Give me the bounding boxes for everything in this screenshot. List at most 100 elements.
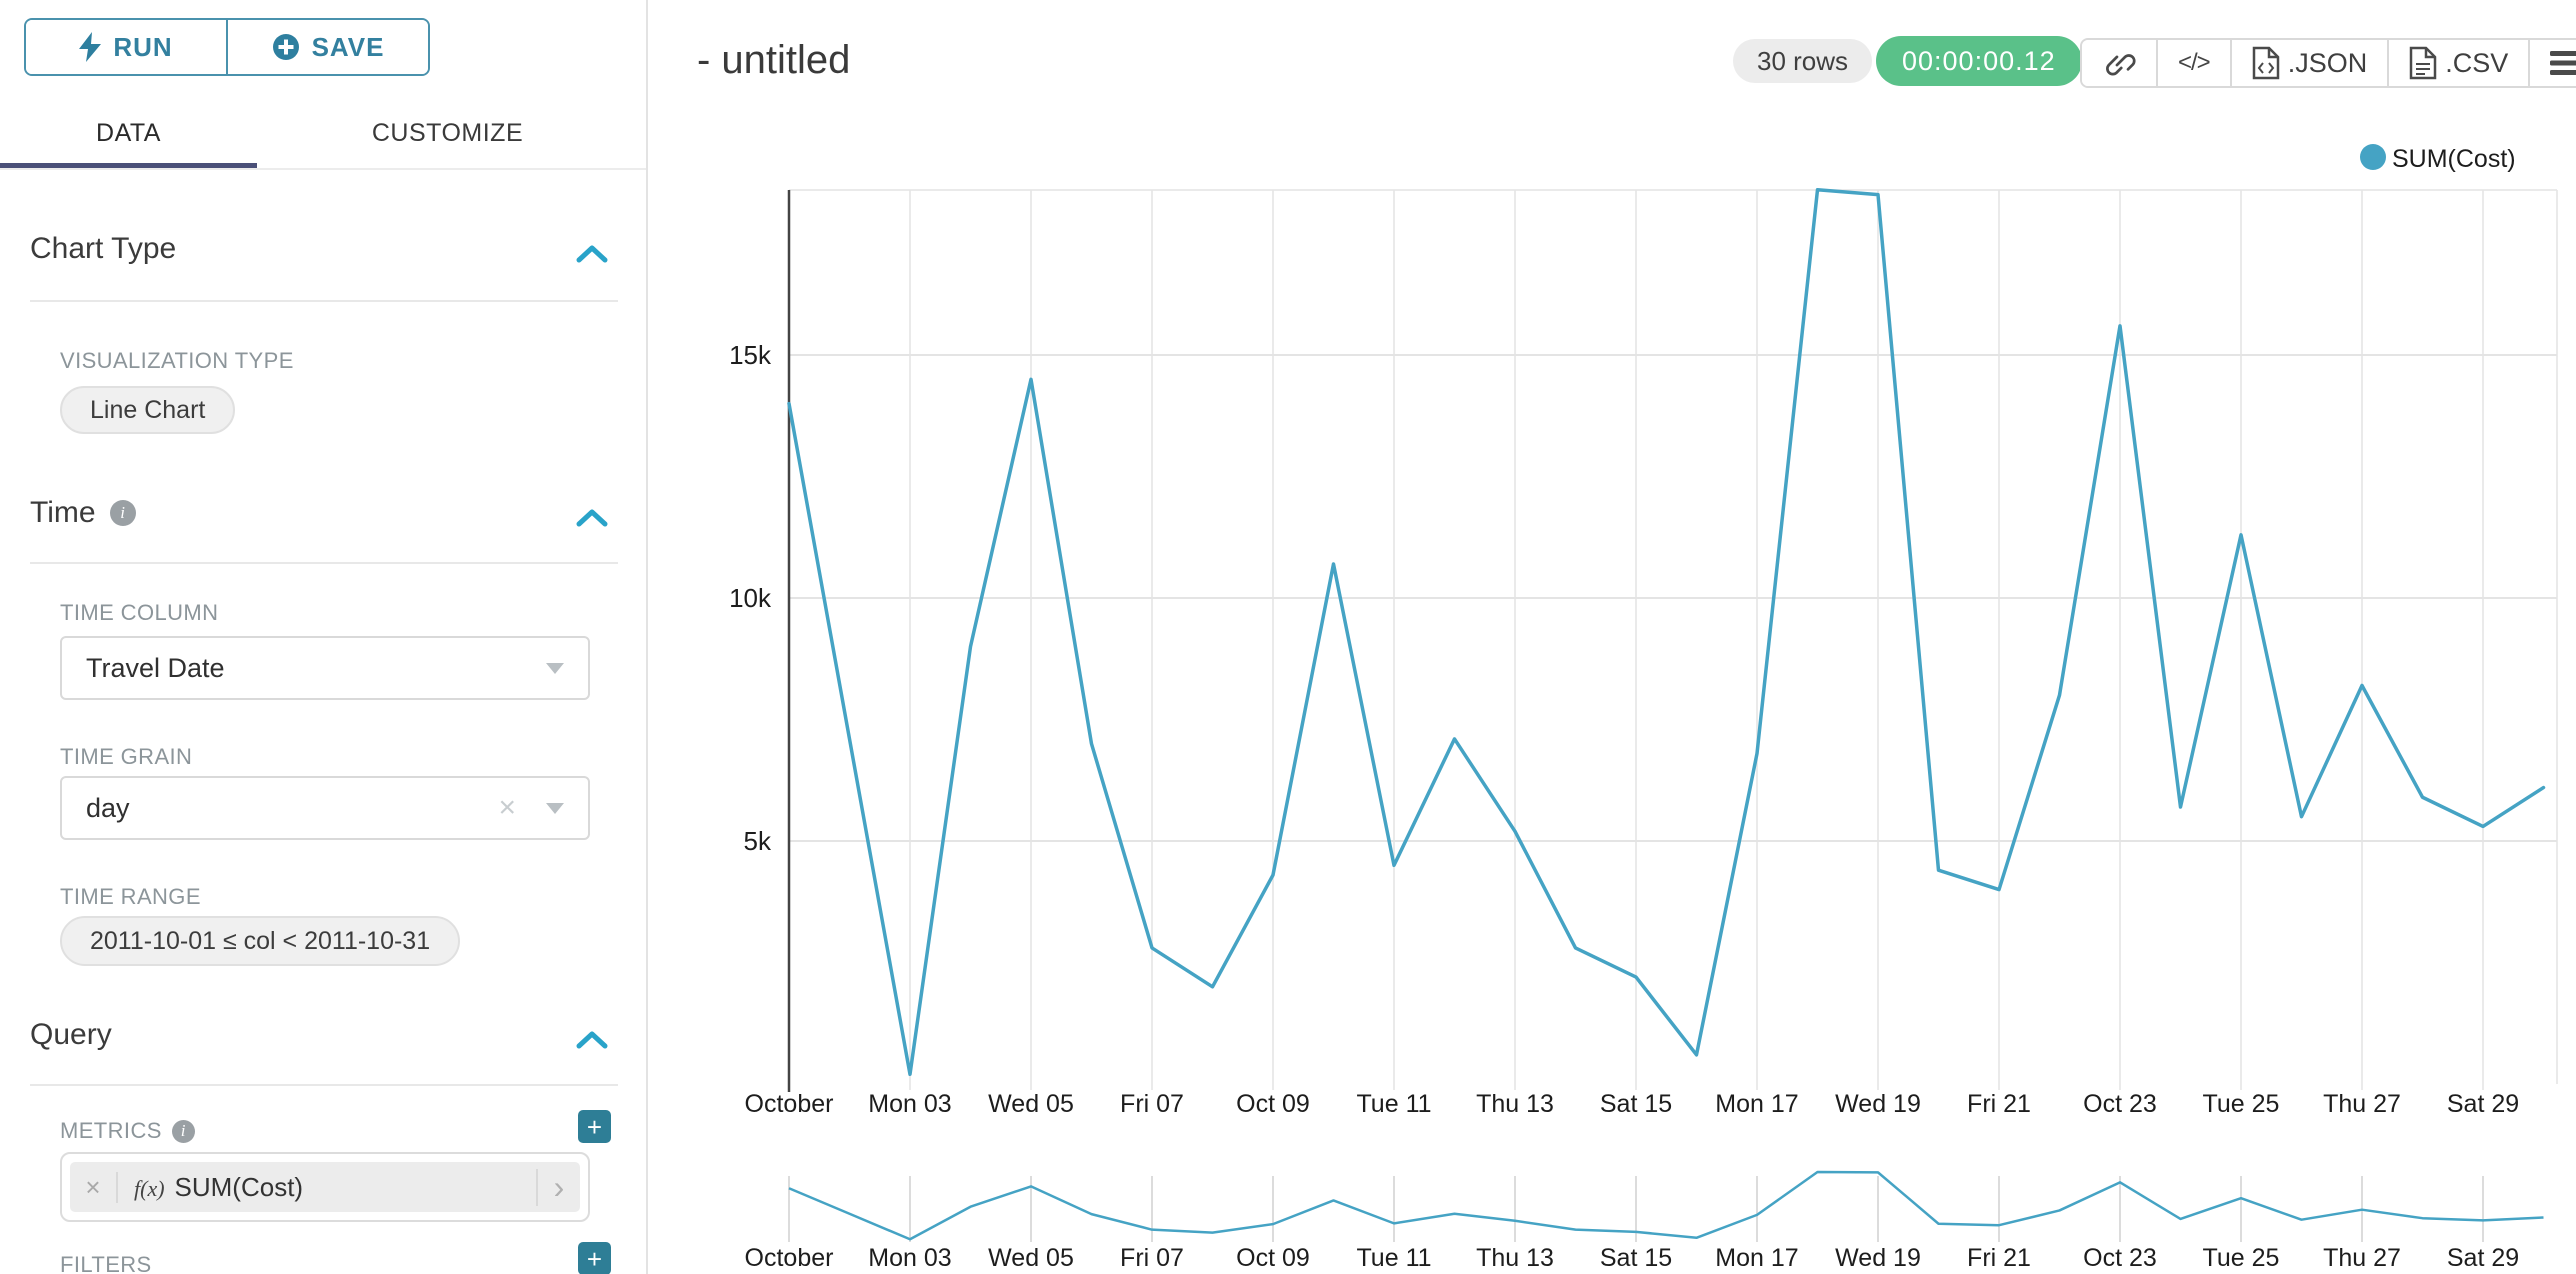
caret-down-icon[interactable] [546,662,564,674]
section-divider [30,1084,618,1086]
time-column-value: Travel Date [86,652,225,683]
time-range-pill[interactable]: 2011-10-01 ≤ col < 2011-10-31 [60,916,461,966]
x-axis-tick-label: Tue 11 [1356,1090,1431,1118]
info-icon[interactable]: i [109,500,136,526]
query-title: Query [30,1018,112,1051]
export-json-button[interactable]: .JSON [2229,40,2388,86]
line-chart[interactable]: 5k 10k 15k October October Mon 03 Mon 03 Wed 05… [650,0,2576,1274]
chevron-right-icon[interactable]: › [536,1168,580,1206]
minichart-tick-label: Mon 03 [868,1244,951,1272]
viz-type-pill[interactable]: Line Chart [60,386,236,434]
legend-label[interactable]: SUM(Cost) [2392,145,2516,173]
plus-circle-icon [272,34,299,60]
x-axis-tick-label: Fri 07 [1120,1090,1184,1118]
time-column-label: TIME COLUMN [60,600,218,626]
viz-type-label: VISUALIZATION TYPE [60,348,294,374]
run-button[interactable]: RUN [26,20,226,74]
file-code-icon [2252,46,2279,80]
y-axis-tick-label: 5k [744,826,772,856]
x-axis-tick-label: October [745,1090,834,1118]
control-panel-sidebar: RUN SAVE DATA CUSTOMIZE Chart Type VISUA… [0,0,648,1274]
y-axis-tick-label: 15k [729,340,772,370]
export-button-group: </> .JSON .CSV [2080,38,2576,88]
minichart-tick-label: Oct 09 [1236,1244,1310,1272]
export-csv-button[interactable]: .CSV [2387,40,2529,86]
chart-main-area: - untitled 30 rows 00:00:00.12 </> .JSON [650,0,2576,1274]
tab-customize[interactable]: CUSTOMIZE [257,108,638,158]
x-axis-tick-label: Sat 15 [1600,1090,1672,1118]
chevron-up-icon[interactable] [576,508,608,528]
minichart-tick-label: October [745,1244,834,1272]
metric-value: SUM(Cost) [174,1171,304,1202]
embed-code-button[interactable]: </> [2156,40,2230,86]
time-grain-value: day [86,792,130,823]
bolt-icon [79,32,102,62]
time-title: Time [30,496,96,529]
fx-icon: f(x) [134,1175,165,1201]
chevron-up-icon[interactable] [576,1030,608,1050]
x-axis-tick-label: Oct 23 [2083,1090,2157,1118]
filters-label: FILTERS [60,1252,152,1274]
y-axis-tick-label: 10k [729,583,772,613]
minichart-tick-label: Oct 23 [2083,1244,2157,1272]
clear-icon[interactable]: × [498,791,516,824]
minichart-tick-label: Fri 21 [1967,1244,2031,1272]
row-count-badge: 30 rows [1733,39,1873,83]
tab-divider [0,168,646,170]
time-range-label: TIME RANGE [60,884,201,910]
share-link-button[interactable] [2082,40,2156,86]
chevron-up-icon[interactable] [576,244,608,264]
menu-button[interactable] [2528,40,2576,86]
viz-type-label-text: VISUALIZATION TYPE [60,348,294,373]
section-divider [30,300,618,302]
minichart-tick-label: Thu 27 [2323,1244,2401,1272]
x-axis-tick-label: Wed 05 [988,1090,1074,1118]
caret-down-icon[interactable] [546,802,564,814]
chart-type-title: Chart Type [30,232,177,265]
metrics-container: × f(x) SUM(Cost) › [60,1152,590,1222]
time-column-label-text: TIME COLUMN [60,600,219,625]
minichart-tick-label: Tue 25 [2203,1244,2280,1272]
minichart-tick-label: Thu 13 [1476,1244,1554,1272]
brush-selector[interactable] [789,1166,2544,1246]
time-grain-select[interactable]: day × [60,776,590,840]
minichart-tick-label: Tue 11 [1356,1244,1431,1272]
panel-tabs: DATA CUSTOMIZE [0,100,646,178]
time-range-label-text: TIME RANGE [60,884,201,909]
x-axis-tick-label: Mon 17 [1715,1090,1798,1118]
x-axis-tick-label: Wed 19 [1835,1090,1921,1118]
add-filter-button[interactable]: + [578,1242,611,1274]
query-timer-badge: 00:00:00.12 [1876,36,2082,86]
chart-title[interactable]: - untitled [697,38,851,82]
metrics-label-text: METRICS [60,1118,162,1143]
save-button[interactable]: SAVE [226,20,428,74]
hamburger-menu-icon [2550,51,2576,75]
main-line-series[interactable] [787,188,2546,1077]
metric-pill[interactable]: × f(x) SUM(Cost) › [70,1162,580,1212]
json-button-label: .JSON [2287,47,2368,78]
active-tab-underline [0,163,257,170]
remove-metric-icon[interactable]: × [70,1171,118,1203]
x-axis-tick-label: Mon 03 [868,1090,951,1118]
legend-marker[interactable] [2360,144,2386,170]
x-axis-tick-label: Oct 09 [1236,1090,1310,1118]
save-button-label: SAVE [311,31,385,62]
minichart-tick-label: Sat 15 [1600,1244,1672,1272]
section-header-chart-type: Chart Type [30,232,176,266]
link-icon [2106,54,2136,76]
metrics-label: METRICS i [60,1118,195,1144]
run-save-button-group: RUN SAVE [24,18,430,76]
add-metric-button[interactable]: + [578,1110,611,1143]
code-icon: </> [2178,49,2211,76]
brush-minichart-line[interactable] [788,1170,2544,1241]
metric-body: f(x) SUM(Cost) [118,1172,536,1203]
time-column-select[interactable]: Travel Date [60,636,590,700]
info-icon[interactable]: i [171,1119,195,1143]
section-divider [30,562,618,564]
tab-customize-label: CUSTOMIZE [371,118,524,147]
minichart-tick-label: Mon 17 [1715,1244,1798,1272]
tab-data[interactable]: DATA [0,108,257,158]
section-header-query: Query [30,1018,112,1052]
filters-label-text: FILTERS [60,1252,152,1274]
time-range-value: 2011-10-01 ≤ col < 2011-10-31 [90,926,431,955]
